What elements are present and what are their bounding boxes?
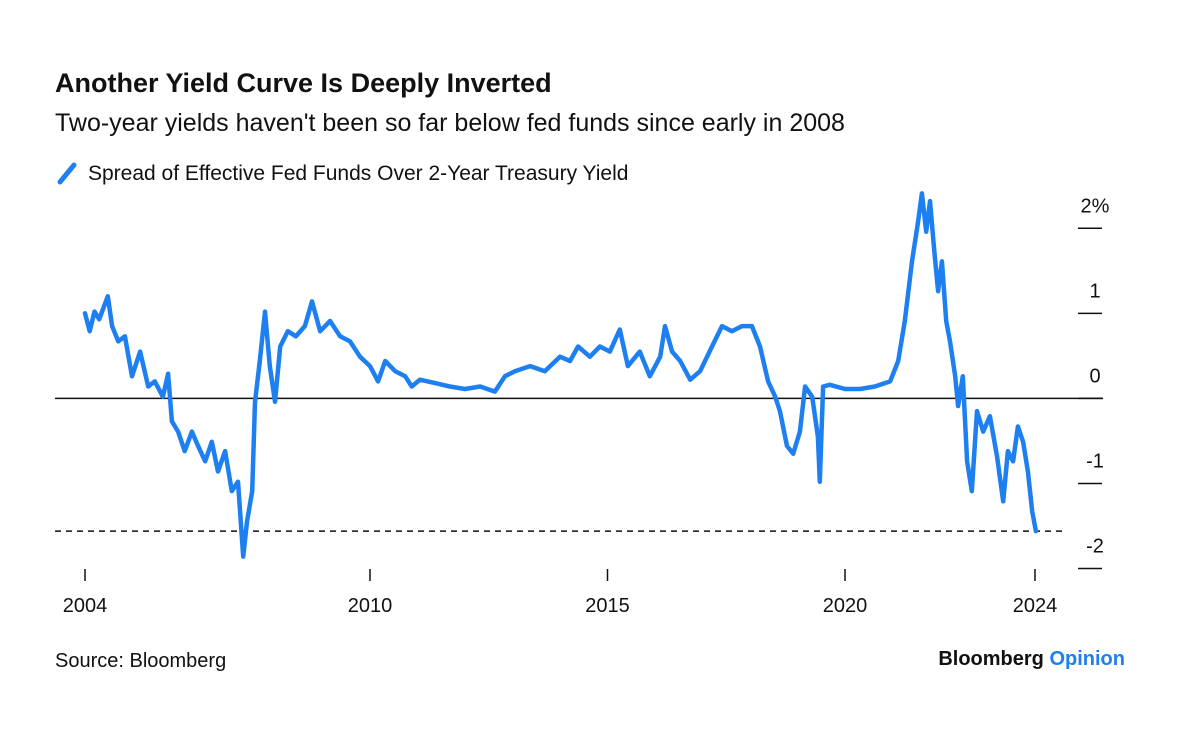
x-tick-label: 2004 <box>63 595 108 617</box>
y-tick-label: 0 <box>1089 365 1100 387</box>
brand-opinion: Opinion <box>1049 648 1125 670</box>
x-tick-label: 2020 <box>823 595 868 617</box>
x-tick-label: 2015 <box>585 595 630 617</box>
y-tick-label: -1 <box>1086 450 1104 472</box>
x-tick-label: 2024 <box>1013 595 1058 617</box>
legend-label: Spread of Effective Fed Funds Over 2-Yea… <box>88 162 628 185</box>
legend-swatch <box>57 162 77 185</box>
brand-name: Bloomberg <box>938 648 1044 670</box>
x-tick-label: 2010 <box>348 595 393 617</box>
series-line <box>82 191 1039 559</box>
y-tick-label: 1 <box>1089 280 1100 302</box>
source: Source: Bloomberg <box>55 650 226 672</box>
chart-subtitle: Two-year yields haven't been so far belo… <box>55 109 845 137</box>
brand: Bloomberg Opinion <box>938 648 1125 670</box>
y-tick-label: -2 <box>1086 535 1104 557</box>
chart-title: Another Yield Curve Is Deeply Inverted <box>55 68 552 98</box>
y-tick-label: 2% <box>1081 195 1110 217</box>
